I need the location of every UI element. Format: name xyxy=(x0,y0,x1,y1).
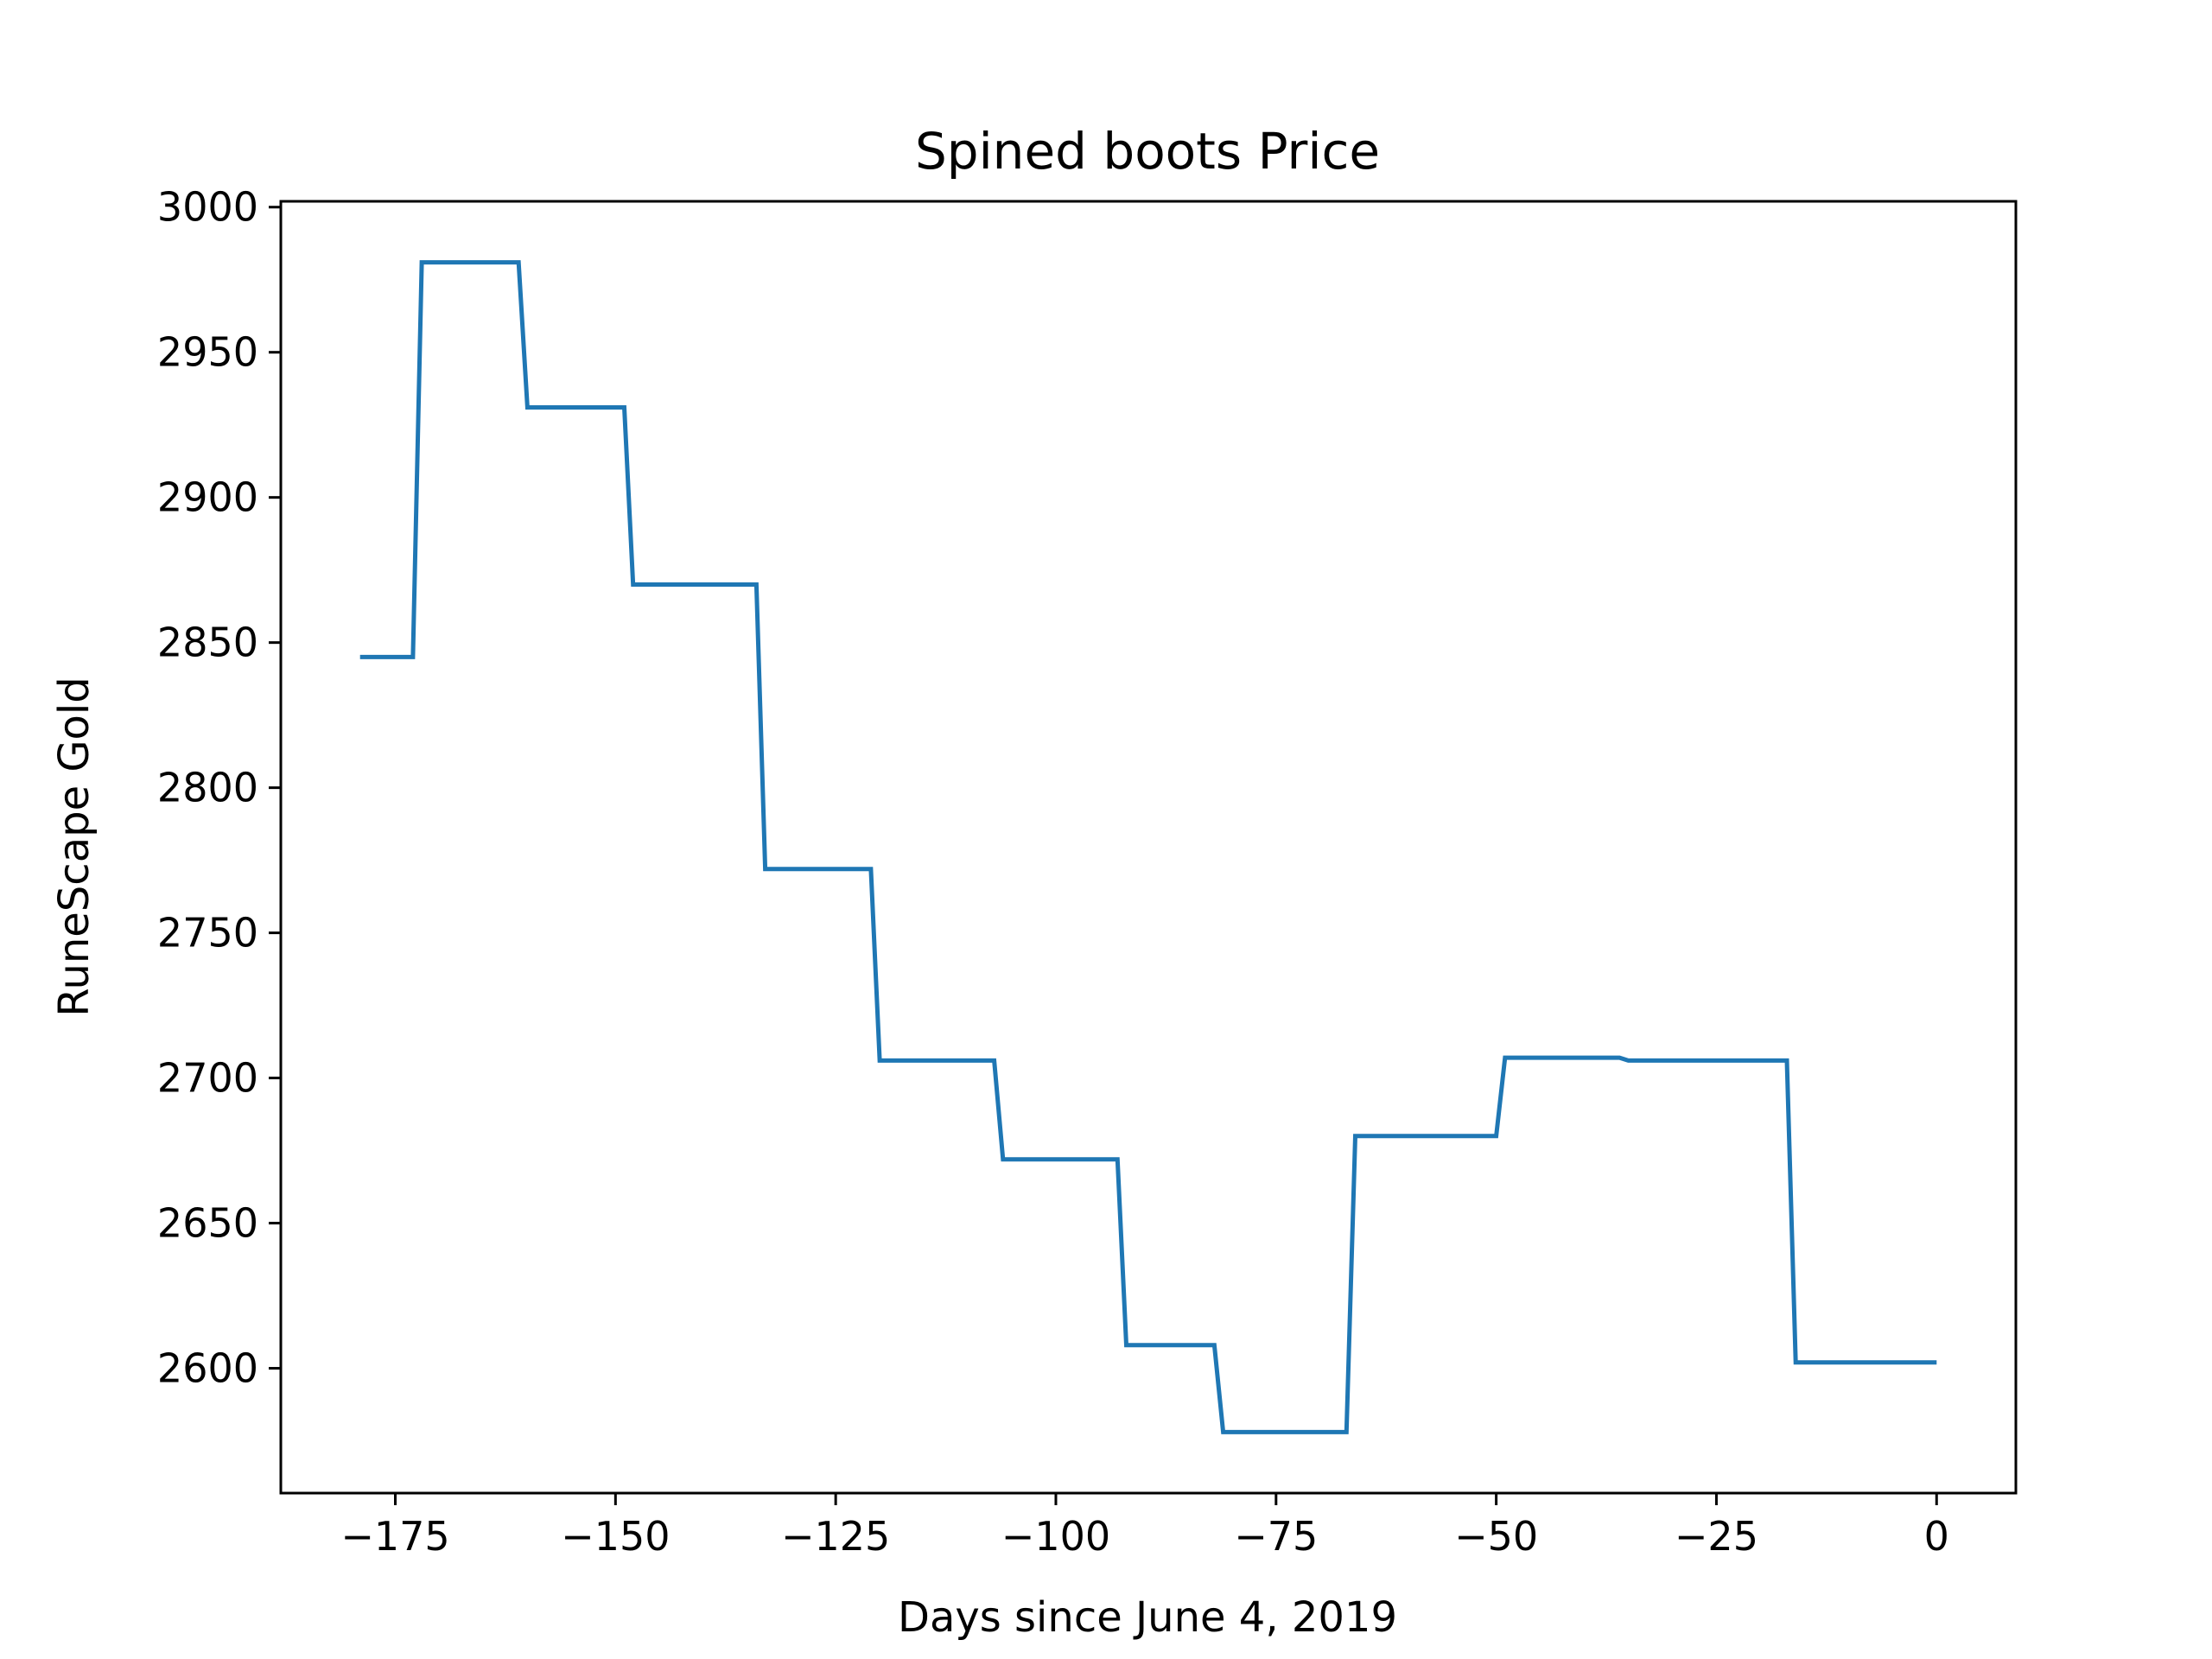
x-axis-ticks: −175 −150 −125 −100 −75 −50 −25 0 xyxy=(340,1493,1949,1560)
chart-title: Spined boots Price xyxy=(915,122,1380,181)
plot-area-frame xyxy=(279,200,2018,1495)
y-tick-label: 2750 xyxy=(157,910,258,957)
x-tick-label: −100 xyxy=(1001,1513,1110,1560)
y-tick-label: 2600 xyxy=(157,1345,258,1392)
x-tick-label: 0 xyxy=(1924,1513,1949,1560)
y-tick-label: 2850 xyxy=(157,620,258,666)
x-tick-label: −50 xyxy=(1454,1513,1538,1560)
y-tick-label: 2900 xyxy=(157,474,258,521)
y-tick-label: 3000 xyxy=(157,184,258,231)
y-tick-label: 2700 xyxy=(157,1055,258,1102)
x-tick-label: −150 xyxy=(561,1513,670,1560)
x-axis-label: Days since June 4, 2019 xyxy=(898,1593,1397,1642)
y-axis-ticks: 2600 2650 2700 2750 2800 2850 2900 2950 3000 xyxy=(157,184,281,1392)
x-tick-label: −175 xyxy=(340,1513,449,1560)
y-tick-label: 2950 xyxy=(157,329,258,376)
x-tick-label: −25 xyxy=(1675,1513,1758,1560)
y-axis-label: RuneScape Gold xyxy=(50,677,99,1016)
y-tick-label: 2800 xyxy=(157,765,258,811)
y-tick-label: 2650 xyxy=(157,1200,258,1247)
x-tick-label: −125 xyxy=(781,1513,890,1560)
price-series-line xyxy=(359,260,1937,1434)
x-tick-label: −75 xyxy=(1234,1513,1318,1560)
